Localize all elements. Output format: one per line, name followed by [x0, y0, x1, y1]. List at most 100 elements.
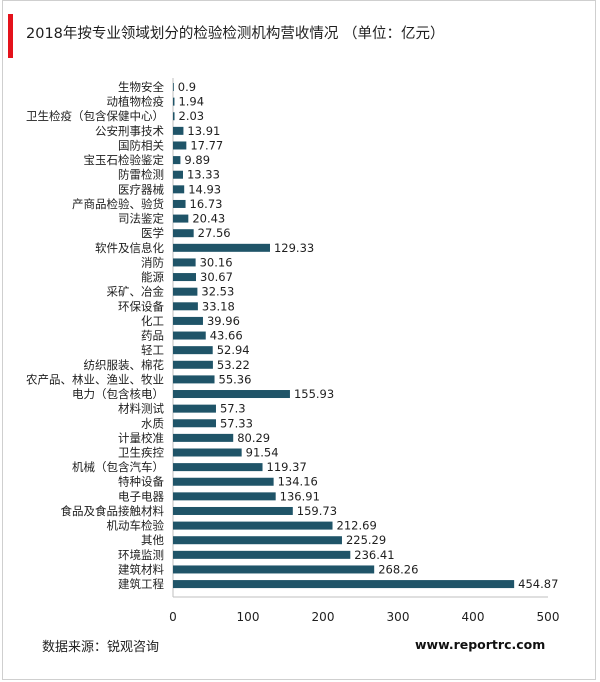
value-label: 39.96 [207, 314, 240, 328]
bar [173, 258, 196, 267]
category-label: 材料测试 [118, 402, 164, 416]
bar [173, 404, 216, 413]
value-label: 27.56 [198, 226, 231, 240]
bar [173, 448, 242, 457]
bar [173, 156, 181, 165]
bar [173, 126, 184, 135]
category-label: 计量校准 [118, 431, 164, 445]
category-label: 卫生检疫（包含保健中心） [26, 109, 164, 123]
bar [173, 536, 342, 545]
category-label: 能源 [141, 270, 164, 284]
value-label: 13.33 [187, 168, 220, 182]
bar [173, 521, 333, 530]
x-tick-label: 100 [237, 610, 260, 624]
bar [173, 346, 213, 355]
category-label: 消防 [141, 255, 164, 269]
website-url: www.reportrc.com [415, 637, 546, 652]
category-label: 电子电器 [118, 489, 164, 503]
bar [173, 287, 198, 296]
value-label: 80.29 [237, 431, 270, 445]
bar [173, 243, 270, 252]
value-label: 91.54 [246, 446, 279, 460]
bar [173, 331, 206, 340]
value-label: 136.91 [280, 489, 320, 503]
bar [173, 185, 185, 194]
category-label: 生物安全 [118, 80, 164, 94]
category-label: 公安刑事技术 [95, 124, 164, 138]
category-label: 药品 [141, 329, 164, 343]
title-accent-bar [8, 14, 13, 58]
data-source: 数据来源：锐观咨询 [42, 640, 160, 655]
bar [173, 97, 175, 106]
category-label: 机动车检验 [107, 519, 165, 533]
category-label: 采矿、冶金 [107, 285, 165, 299]
value-label: 32.53 [201, 285, 234, 299]
category-label: 纺织服装、棉花 [84, 358, 165, 372]
value-label: 9.89 [184, 153, 210, 167]
category-label: 软件及信息化 [95, 241, 164, 255]
category-label: 国防相关 [118, 138, 164, 152]
bar [173, 477, 274, 486]
value-label: 17.77 [190, 138, 223, 152]
x-tick-label: 0 [169, 610, 177, 624]
category-label: 宝玉石检验鉴定 [84, 153, 165, 167]
value-label: 30.16 [200, 255, 233, 269]
value-label: 16.73 [190, 197, 223, 211]
category-label: 动植物检疫 [107, 95, 165, 109]
bar [173, 565, 375, 574]
category-label: 卫生疾控 [118, 446, 164, 460]
category-label: 水质 [141, 416, 164, 430]
category-label: 特种设备 [118, 475, 164, 489]
value-label: 0.9 [178, 80, 196, 94]
value-label: 225.29 [346, 533, 386, 547]
bar [173, 580, 515, 589]
bar [173, 375, 215, 384]
bar [173, 506, 293, 515]
bar [173, 360, 213, 369]
value-label: 30.67 [200, 270, 233, 284]
value-label: 52.94 [217, 343, 250, 357]
value-label: 129.33 [274, 241, 314, 255]
value-label: 268.26 [378, 562, 418, 576]
category-label: 建筑工程 [118, 577, 164, 591]
value-label: 236.41 [354, 548, 394, 562]
value-label: 212.69 [337, 519, 377, 533]
category-label: 医疗器械 [118, 182, 164, 196]
x-tick-label: 300 [387, 610, 410, 624]
value-label: 1.94 [178, 95, 204, 109]
value-label: 119.37 [267, 460, 307, 474]
bar [173, 433, 234, 442]
bar [173, 390, 290, 399]
x-tick-label: 500 [537, 610, 560, 624]
bar [173, 550, 351, 559]
category-label: 建筑材料 [118, 562, 164, 576]
category-label: 司法鉴定 [118, 212, 164, 226]
value-label: 13.91 [187, 124, 220, 138]
bar [173, 419, 216, 428]
bar [173, 214, 189, 223]
value-label: 155.93 [294, 387, 334, 401]
category-label: 化工 [141, 314, 164, 328]
x-tick-label: 400 [462, 610, 485, 624]
value-label: 55.36 [219, 372, 252, 386]
category-label: 环境监测 [118, 548, 164, 562]
value-label: 454.87 [518, 577, 558, 591]
category-label: 产商品检验、验货 [72, 197, 164, 211]
bar [173, 83, 174, 91]
bar [173, 229, 194, 238]
bar [173, 273, 197, 282]
category-label: 其他 [141, 533, 164, 547]
category-label: 轻工 [141, 343, 164, 357]
bar [173, 463, 263, 472]
category-label: 电力（包含核电） [72, 387, 164, 401]
x-tick-label: 200 [312, 610, 335, 624]
bar [173, 199, 186, 208]
value-label: 57.3 [220, 402, 246, 416]
category-label: 农产品、林业、渔业、牧业 [26, 372, 164, 386]
category-label: 环保设备 [118, 299, 164, 313]
chart-title: 2018年按专业领域划分的检验检测机构营收情况 （单位：亿元） [26, 26, 445, 42]
value-label: 159.73 [297, 504, 337, 518]
bar [173, 141, 187, 150]
